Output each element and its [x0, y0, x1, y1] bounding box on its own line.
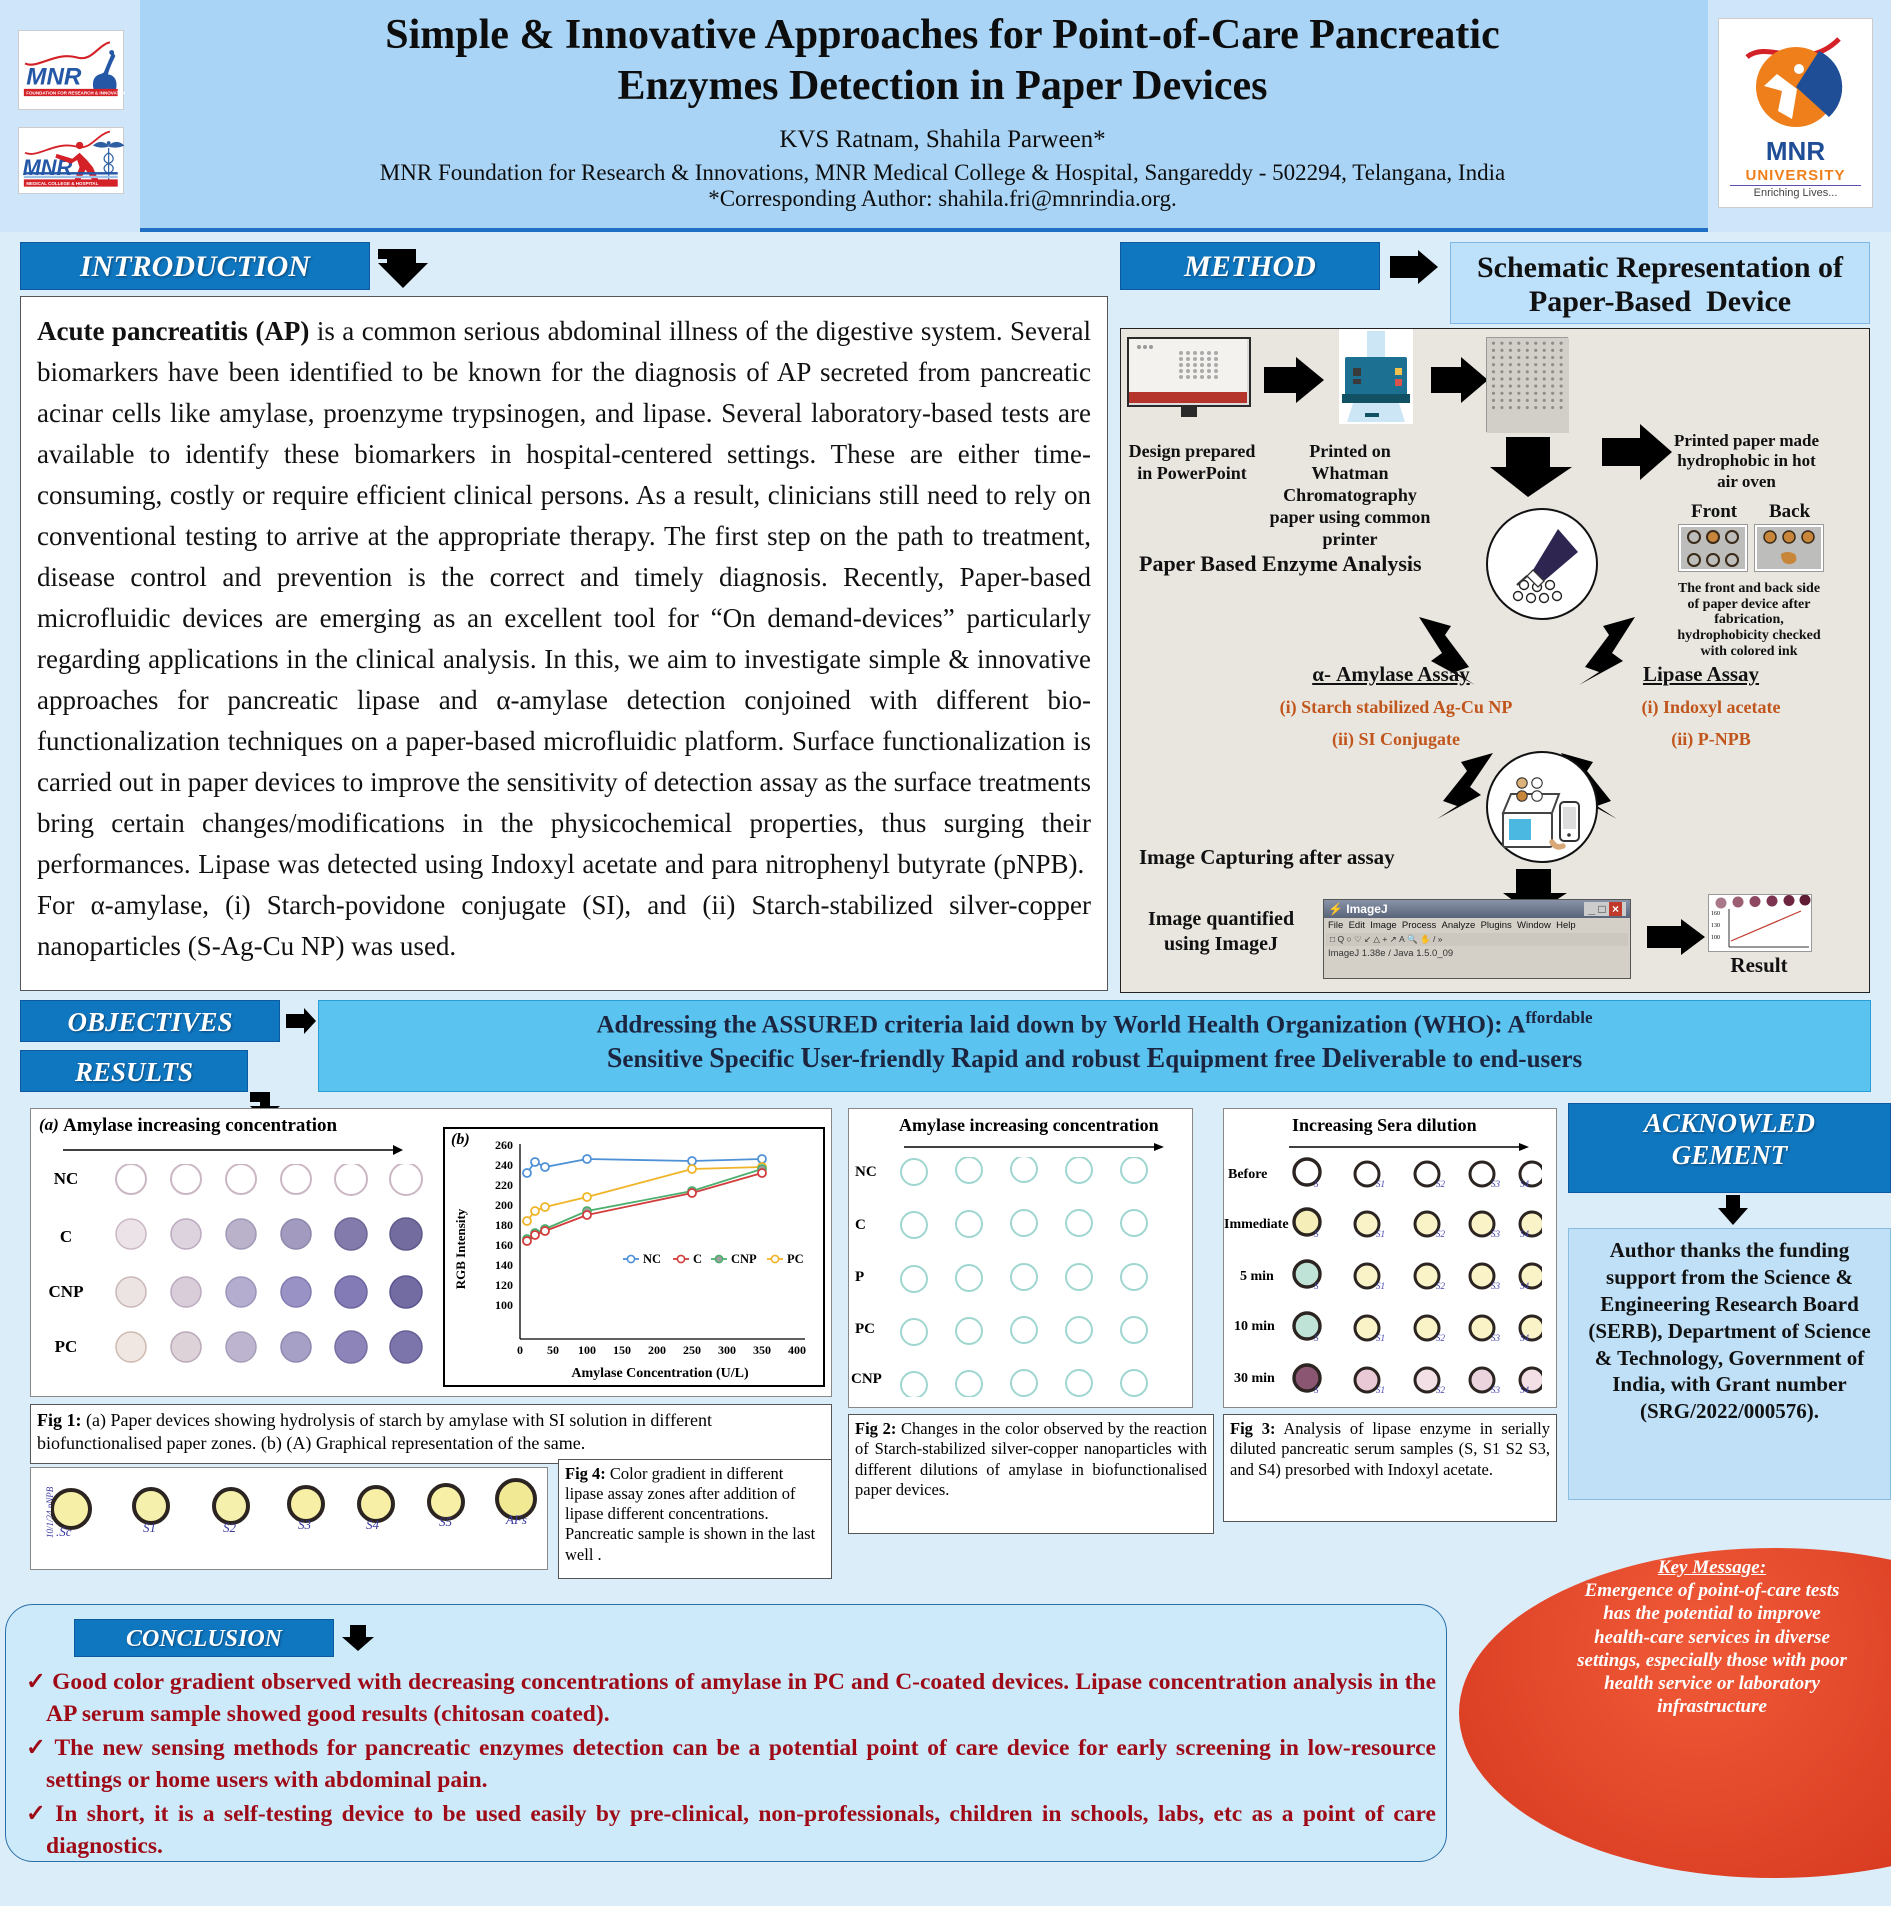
svg-text:S1: S1: [1376, 1229, 1385, 1239]
svg-text:400: 400: [788, 1343, 806, 1357]
svg-text:S1: S1: [1376, 1385, 1385, 1395]
svg-text:S: S: [1314, 1385, 1319, 1395]
svg-text:S: S: [1314, 1179, 1319, 1189]
svg-text:FOUNDATION FOR RESEARCH & INNO: FOUNDATION FOR RESEARCH & INNOVATIONS: [26, 90, 125, 95]
svg-text:S1: S1: [1376, 1333, 1385, 1343]
svg-text:S2: S2: [1436, 1333, 1446, 1343]
svg-text:MEDICAL COLLEGE & HOSPITAL: MEDICAL COLLEGE & HOSPITAL: [26, 181, 98, 186]
svg-text:120: 120: [495, 1278, 513, 1292]
svg-text:S4: S4: [1520, 1385, 1530, 1395]
svg-text:S3: S3: [1491, 1385, 1501, 1395]
svg-text:Amylase Concentration (U/L): Amylase Concentration (U/L): [571, 1366, 749, 1381]
svg-text:AFs: AFs: [505, 1512, 527, 1527]
svg-text:140: 140: [495, 1258, 513, 1272]
svg-text:S3: S3: [1491, 1179, 1501, 1189]
svg-text:NC: NC: [643, 1252, 661, 1266]
svg-text:S3: S3: [1491, 1333, 1501, 1343]
svg-text:180: 180: [495, 1218, 513, 1232]
svg-text:300: 300: [718, 1343, 736, 1357]
svg-text:S2: S2: [223, 1520, 237, 1535]
svg-text:S: S: [1314, 1281, 1319, 1291]
svg-text:S5: S5: [439, 1514, 453, 1529]
svg-text:S4: S4: [1520, 1281, 1530, 1291]
svg-text:S2: S2: [1436, 1385, 1446, 1395]
svg-text:S4: S4: [1520, 1229, 1530, 1239]
svg-text:130: 130: [1711, 923, 1720, 929]
svg-text:S1: S1: [1376, 1281, 1385, 1291]
svg-text:S1: S1: [143, 1520, 156, 1535]
svg-text:160: 160: [495, 1238, 513, 1252]
svg-text:S4: S4: [366, 1517, 380, 1532]
svg-text:240: 240: [495, 1158, 513, 1172]
svg-text:S1: S1: [1376, 1179, 1385, 1189]
svg-text:260: 260: [495, 1138, 513, 1152]
svg-text:100: 100: [578, 1343, 596, 1357]
svg-text:S3: S3: [1491, 1281, 1501, 1291]
svg-text:S2: S2: [1436, 1179, 1446, 1189]
svg-text:50: 50: [547, 1343, 559, 1357]
svg-text:S4: S4: [1520, 1179, 1530, 1189]
svg-text:100: 100: [495, 1298, 513, 1312]
svg-text:S4: S4: [1520, 1333, 1530, 1343]
svg-text:0: 0: [517, 1343, 523, 1357]
svg-text:PC: PC: [787, 1252, 804, 1266]
svg-text:200: 200: [495, 1198, 513, 1212]
svg-text:350: 350: [753, 1343, 771, 1357]
svg-text:.Sc: .Sc: [56, 1524, 72, 1539]
svg-text:S3: S3: [1491, 1229, 1501, 1239]
svg-text:200: 200: [648, 1343, 666, 1357]
svg-text:MNR: MNR: [26, 64, 82, 91]
svg-text:S2: S2: [1436, 1229, 1446, 1239]
svg-text:RGB Intensity: RGB Intensity: [453, 1208, 468, 1289]
svg-text:100: 100: [1711, 935, 1720, 941]
svg-text:S2: S2: [1436, 1281, 1446, 1291]
svg-text:S: S: [1314, 1229, 1319, 1239]
svg-text:CNP: CNP: [731, 1252, 757, 1266]
svg-text:S: S: [1314, 1333, 1319, 1343]
svg-text:160: 160: [1711, 911, 1720, 917]
svg-text:S3: S3: [298, 1517, 312, 1532]
svg-text:220: 220: [495, 1178, 513, 1192]
svg-text:150: 150: [613, 1343, 631, 1357]
svg-text:C: C: [693, 1252, 702, 1266]
svg-text:250: 250: [683, 1343, 701, 1357]
